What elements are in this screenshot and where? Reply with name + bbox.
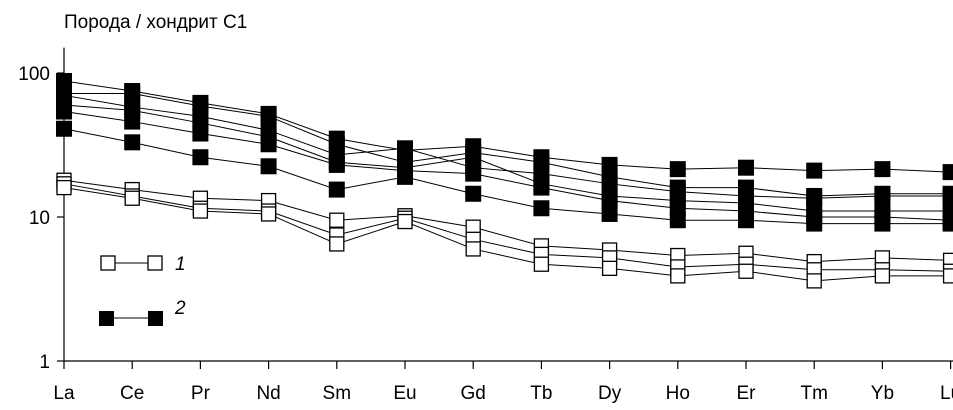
data-point [124, 113, 141, 130]
data-point [56, 120, 72, 137]
data-point [806, 215, 823, 232]
legend-marker-2-left [99, 311, 114, 326]
y-tick-label: 10 [29, 208, 50, 229]
x-tick-label: Tm [800, 383, 827, 404]
data-point [397, 140, 413, 157]
data-point [124, 190, 140, 206]
data-point [533, 179, 550, 196]
data-point [806, 273, 822, 289]
data-point [56, 72, 72, 89]
data-point [601, 175, 618, 192]
data-point [192, 203, 209, 219]
data-point [601, 260, 618, 276]
x-tick-label: Eu [393, 383, 416, 404]
series-line [63, 179, 951, 263]
data-point [260, 206, 277, 222]
x-tick-label: Lu [940, 383, 953, 404]
data-point [260, 108, 277, 125]
data-point [942, 203, 953, 220]
data-point [56, 103, 72, 120]
data-point [397, 213, 413, 230]
x-tick-label: Pr [191, 383, 211, 404]
data-point [329, 212, 345, 228]
data-point [533, 200, 550, 217]
data-point [56, 179, 72, 196]
x-tick-label: Tb [530, 383, 552, 404]
data-point [601, 192, 618, 209]
y-axis-label: Порода / хондрит С1 [64, 12, 247, 33]
data-point [328, 181, 345, 198]
legend-label-2: 2 [174, 298, 186, 319]
data-point [465, 241, 481, 257]
x-tick-label: Sm [323, 383, 352, 404]
series-9 [56, 120, 953, 232]
data-point [124, 85, 141, 102]
series-line [64, 93, 951, 197]
data-point [874, 215, 891, 232]
series-1 [56, 172, 953, 270]
data-point [192, 149, 209, 166]
data-point [874, 161, 891, 178]
legend: 1 2 [99, 254, 186, 326]
legend-marker-2-right [148, 311, 163, 326]
data-point [533, 256, 550, 272]
data-point [738, 263, 754, 279]
data-point [738, 212, 754, 229]
legend-label-1: 1 [175, 254, 186, 275]
y-tick-label: 1 [39, 352, 50, 373]
axes: 1 10 100 La Ce Pr Nd Sm Eu Gd Tb Dy Ho Er Tm Yb Lu [18, 47, 953, 404]
data-point [874, 268, 891, 284]
series-5 [56, 85, 953, 204]
data-point [669, 212, 686, 229]
data-point [738, 159, 754, 176]
data-point [806, 190, 823, 207]
x-tick-label: Gd [461, 383, 486, 404]
x-tick-label: Ho [666, 383, 690, 404]
data-point [670, 268, 686, 284]
x-tick-label: Nd [256, 383, 280, 404]
data-point [874, 187, 891, 204]
data-point [260, 158, 277, 175]
data-point [192, 125, 209, 142]
series-4 [56, 72, 953, 181]
data-point [260, 136, 277, 153]
x-tick-label: La [53, 383, 75, 404]
x-tick-label: Dy [598, 383, 622, 404]
data-point [329, 236, 345, 252]
legend-marker-1-left [100, 255, 116, 271]
data-point [942, 215, 953, 232]
x-tick-label: Er [737, 383, 757, 404]
x-tick-label: Yb [871, 383, 894, 404]
series-line [63, 183, 951, 272]
data-point [942, 187, 953, 204]
data-point [124, 134, 141, 151]
data-point [806, 162, 823, 179]
data-point [942, 164, 953, 181]
y-tick-label: 100 [18, 64, 50, 85]
data-point [669, 161, 686, 178]
series-line [63, 187, 951, 282]
data-point [328, 156, 345, 173]
series-line [63, 80, 951, 173]
data-point [942, 268, 953, 284]
data-point [465, 185, 482, 202]
legend-marker-1-right [147, 255, 163, 271]
x-tick-label: Ce [120, 383, 144, 404]
data-point [465, 149, 482, 166]
data-point [397, 168, 413, 185]
series-line [63, 111, 951, 221]
series-line [63, 104, 951, 212]
data-point [465, 165, 482, 182]
series-line [63, 128, 951, 225]
series-group [56, 72, 953, 289]
series-3 [56, 179, 953, 289]
data-point [601, 205, 618, 222]
